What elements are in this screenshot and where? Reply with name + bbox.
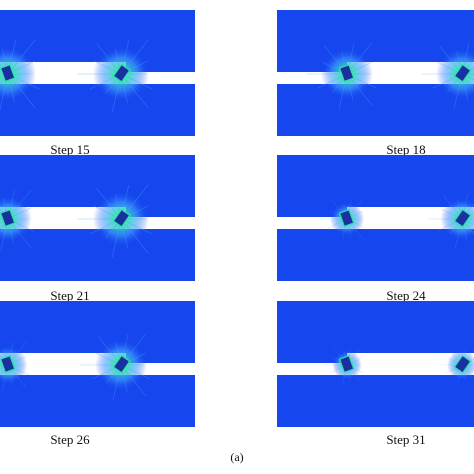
- stress-line: [120, 218, 149, 254]
- field-plot: [0, 155, 195, 281]
- simulation-panel-step-26: [0, 301, 195, 427]
- stress-line: [120, 73, 153, 90]
- inclusion-block: [112, 208, 131, 228]
- stress-line: [120, 73, 149, 109]
- caption-step-24: Step 24: [386, 288, 426, 303]
- simulation-panel-step-31: [277, 301, 474, 427]
- inclusion-block: [338, 355, 355, 374]
- caption-step-26: Step 26: [50, 432, 90, 447]
- caption-step-21: Step 21: [50, 288, 90, 303]
- inclusion-block: [0, 209, 16, 228]
- stress-line: [98, 336, 122, 366]
- inclusion-block: [338, 209, 355, 228]
- figure-label: (a): [230, 450, 244, 464]
- slot-gap-extension: [277, 217, 474, 229]
- inclusion-block: [453, 208, 472, 228]
- simulation-panel-step-24: [277, 155, 474, 281]
- stress-hotspot: [436, 48, 474, 100]
- stress-line: [346, 42, 373, 75]
- stress-line: [7, 73, 36, 109]
- field-plot: [277, 10, 474, 136]
- simulation-panel-step-18: [277, 10, 474, 136]
- field-plot: [0, 301, 195, 427]
- caption-step-31: Step 31: [386, 432, 426, 447]
- field-plot: [277, 301, 474, 427]
- inclusion-block: [0, 355, 16, 374]
- field-plot: [277, 155, 474, 281]
- inclusion-block: [112, 63, 131, 83]
- inclusion-block: [453, 354, 472, 374]
- field-plot: [0, 10, 195, 136]
- simulation-panel-step-15: [0, 10, 195, 136]
- stress-line: [120, 218, 153, 235]
- stress-line: [96, 43, 122, 75]
- stress-hotspot: [0, 195, 32, 243]
- inclusion-block: [0, 64, 16, 83]
- stress-line: [461, 73, 474, 90]
- stress-line: [96, 188, 122, 220]
- inclusion-block: [453, 63, 472, 83]
- slot-gap-extension: [277, 363, 474, 375]
- inclusion-block: [112, 354, 131, 374]
- inclusion-block: [338, 64, 355, 83]
- caption-step-18: Step 18: [386, 142, 426, 157]
- stress-line: [0, 73, 9, 79]
- stress-line: [120, 364, 147, 397]
- stress-line: [7, 39, 36, 75]
- stress-line: [439, 45, 463, 75]
- simulation-panel-step-21: [0, 155, 195, 281]
- caption-step-15: Step 15: [50, 142, 90, 157]
